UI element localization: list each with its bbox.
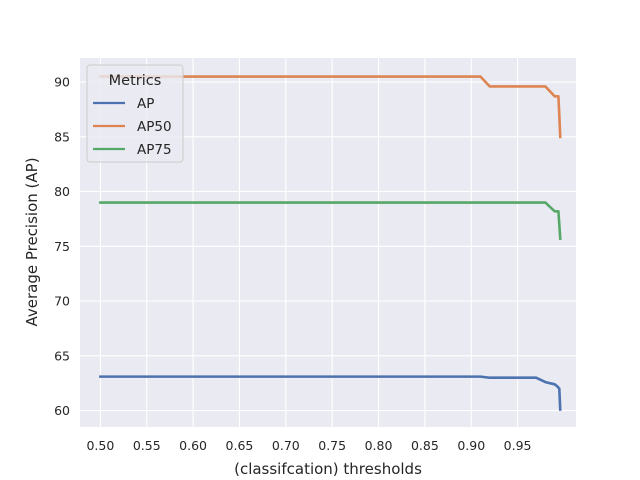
- series-line-ap: [99, 375, 562, 411]
- legend-label-ap75: AP75: [137, 142, 172, 158]
- x-tick-label: 0.80: [365, 438, 393, 453]
- x-tick-label: 0.70: [272, 438, 300, 453]
- x-tick-label: 0.50: [86, 438, 114, 453]
- legend-label-ap: AP: [137, 96, 154, 112]
- y-tick-labels: 60 65 70 75 80 85 90: [54, 75, 70, 418]
- legend-items: AP AP50 AP75: [93, 96, 172, 158]
- legend-title: Metrics: [109, 73, 162, 89]
- x-tick-label: 0.60: [179, 438, 207, 453]
- x-tick-label: 0.65: [226, 438, 254, 453]
- y-tick-label: 80: [54, 184, 70, 199]
- y-gridlines: [80, 81, 576, 412]
- y-axis-label: Average Precision (AP): [23, 157, 41, 326]
- y-tick-label: 65: [54, 348, 70, 363]
- x-tick-label: 0.75: [318, 438, 346, 453]
- x-tick-label: 0.90: [457, 438, 485, 453]
- y-tick-label: 85: [54, 129, 70, 144]
- series-lines: [99, 75, 562, 411]
- y-tick-label: 90: [54, 75, 70, 90]
- x-tick-labels: 0.50 0.55 0.60 0.65 0.70 0.75 0.80 0.85 0.90 0.95: [86, 438, 531, 453]
- x-tick-label: 0.55: [133, 438, 161, 453]
- legend: Metrics AP AP50 AP75: [86, 64, 184, 163]
- x-tick-label: 0.85: [411, 438, 439, 453]
- y-tick-label: 60: [54, 403, 70, 418]
- y-tick-label: 70: [54, 294, 70, 309]
- series-line-ap50: [99, 75, 562, 139]
- y-tick-label: 75: [54, 239, 70, 254]
- series-line-ap75: [99, 201, 562, 241]
- legend-label-ap50: AP50: [137, 119, 172, 135]
- legend-box: [86, 64, 184, 163]
- x-tick-label: 0.95: [504, 438, 532, 453]
- x-axis-label: (classifcation) thresholds: [234, 460, 422, 478]
